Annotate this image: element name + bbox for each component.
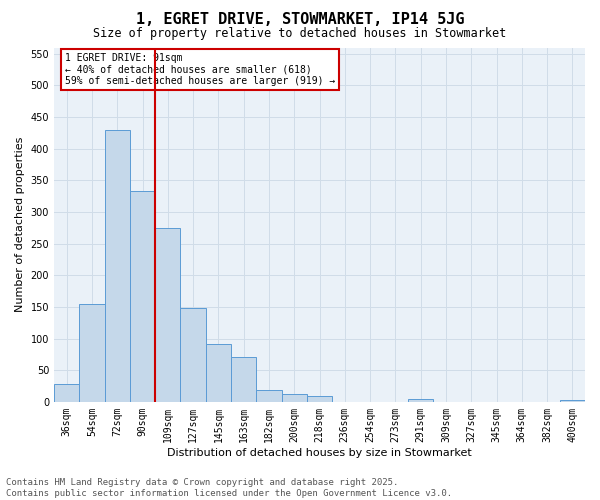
Bar	[231, 357, 256, 402]
Bar	[206, 344, 231, 402]
Bar	[104, 130, 130, 402]
Text: Contains HM Land Registry data © Crown copyright and database right 2025.
Contai: Contains HM Land Registry data © Crown c…	[6, 478, 452, 498]
X-axis label: Distribution of detached houses by size in Stowmarket: Distribution of detached houses by size …	[167, 448, 472, 458]
Bar	[408, 400, 433, 402]
Bar	[54, 384, 79, 402]
Y-axis label: Number of detached properties: Number of detached properties	[15, 137, 25, 312]
Text: 1 EGRET DRIVE: 91sqm
← 40% of detached houses are smaller (618)
59% of semi-deta: 1 EGRET DRIVE: 91sqm ← 40% of detached h…	[65, 53, 335, 86]
Bar	[281, 394, 307, 402]
Bar	[79, 304, 104, 402]
Bar	[256, 390, 281, 402]
Bar	[181, 308, 206, 402]
Bar	[307, 396, 332, 402]
Bar	[155, 228, 181, 402]
Text: Size of property relative to detached houses in Stowmarket: Size of property relative to detached ho…	[94, 28, 506, 40]
Bar	[560, 400, 585, 402]
Bar	[130, 191, 155, 402]
Text: 1, EGRET DRIVE, STOWMARKET, IP14 5JG: 1, EGRET DRIVE, STOWMARKET, IP14 5JG	[136, 12, 464, 28]
